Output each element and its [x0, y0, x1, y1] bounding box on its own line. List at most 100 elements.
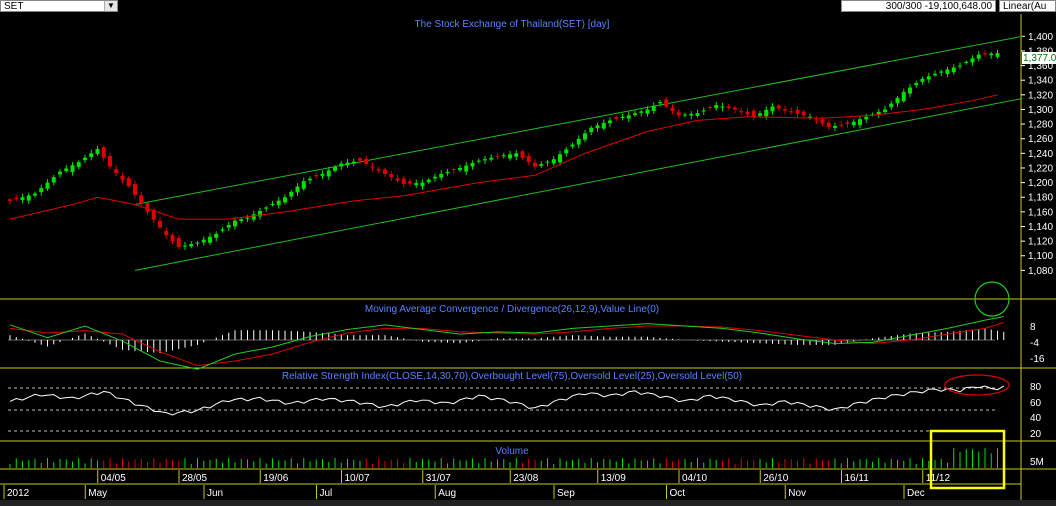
- candle-body: [883, 109, 887, 113]
- candle-body: [939, 71, 944, 73]
- candle-body: [658, 102, 662, 104]
- candle-body: [158, 220, 162, 228]
- candle-body: [195, 242, 200, 244]
- candle-body: [820, 119, 825, 124]
- rsi-chart-title: Relative Strength Index(CLOSE,14,30,70),…: [282, 371, 742, 382]
- candle-body: [989, 53, 994, 56]
- price-tick-label: 1,220: [1028, 163, 1053, 174]
- price-tick-label: 1,320: [1028, 90, 1053, 101]
- candle-body: [808, 116, 812, 118]
- chart-area[interactable]: The Stock Exchange of Thailand(SET) [day…: [0, 14, 1056, 506]
- candle-body: [51, 177, 56, 183]
- candle-body: [701, 110, 706, 112]
- candle-body: [514, 153, 519, 157]
- month-tick-label: Jun: [207, 488, 223, 499]
- candle-body: [326, 170, 331, 177]
- rsi-highlight-ellipse: [944, 374, 1010, 396]
- candle-body: [408, 181, 412, 184]
- candle-body: [270, 204, 275, 206]
- candle-body: [464, 165, 469, 172]
- candle-body: [495, 155, 500, 157]
- candle-body: [945, 69, 950, 74]
- candle-body: [858, 119, 862, 126]
- candle-body: [258, 210, 262, 217]
- candle-body: [539, 164, 544, 166]
- price-tick-label: 1,360: [1028, 61, 1053, 72]
- candle-body: [683, 114, 687, 116]
- candle-body: [708, 106, 712, 108]
- macd-chart-title: Moving Average Convergence / Divergence(…: [365, 304, 659, 315]
- candle-body: [345, 162, 350, 166]
- date-tick-label: 23/08: [513, 473, 538, 484]
- candle-body: [133, 184, 137, 195]
- macd-line: [9, 316, 1004, 370]
- candle-body: [976, 54, 981, 59]
- top-toolbar: SET ▼ 300/300 -19,100,648.00 Linear(Au: [0, 0, 1056, 13]
- candle-body: [120, 175, 125, 180]
- date-tick-label: 10/07: [345, 473, 370, 484]
- candle-body: [501, 155, 506, 157]
- date-tick-label: 16/11: [845, 473, 870, 484]
- macd-tick: -4: [1030, 338, 1039, 349]
- candle-body: [589, 127, 594, 133]
- channel-lower-line: [134, 97, 1023, 271]
- chevron-down-icon[interactable]: ▼: [104, 1, 117, 11]
- candle-body: [620, 117, 625, 119]
- candle-body: [958, 65, 962, 67]
- candle-body: [451, 169, 456, 171]
- volume-chart-title: Volume: [495, 446, 529, 457]
- candle-body: [489, 157, 494, 160]
- candle-body: [645, 109, 650, 114]
- candle-body: [420, 182, 425, 187]
- price-tick-label: 1,080: [1028, 266, 1053, 277]
- month-tick-label: 2012: [7, 488, 30, 499]
- candle-body: [920, 78, 925, 82]
- date-tick-label: 26/10: [763, 473, 788, 484]
- candle-body: [164, 230, 169, 236]
- candle-body: [383, 169, 387, 174]
- scale-mode-label: Linear(Au: [1003, 1, 1047, 12]
- candle-body: [433, 176, 437, 179]
- candle-body: [458, 167, 462, 171]
- price-tick-label: 1,380: [1028, 46, 1053, 57]
- rsi-tick: 60: [1030, 398, 1042, 409]
- candle-body: [145, 203, 150, 212]
- candlestick-series: [8, 49, 1000, 251]
- date-tick-label: 04/05: [101, 473, 126, 484]
- candle-body: [14, 197, 19, 200]
- candle-body: [426, 179, 431, 183]
- macd-highlight-circle: [974, 281, 1010, 317]
- bottom-scrollbar: [0, 500, 1056, 506]
- price-tick-label: 1,240: [1028, 149, 1053, 160]
- candle-body: [676, 112, 681, 116]
- candle-body: [726, 106, 731, 108]
- price-tick-label: 1,100: [1028, 251, 1053, 262]
- price-axis-ticks: 1,400 1,380 1,360 1,340 1,320 1,300 1,280 1,260…: [1021, 32, 1053, 277]
- rsi-series: [9, 385, 1005, 416]
- candle-body: [664, 99, 669, 107]
- price-tick-label: 1,340: [1028, 76, 1053, 87]
- trend-channel: [134, 35, 1023, 271]
- candle-body: [276, 200, 281, 205]
- price-tick-label: 1,120: [1028, 237, 1053, 248]
- candle-body: [95, 148, 100, 155]
- candle-body: [601, 122, 606, 129]
- candle-body: [370, 166, 375, 168]
- value-readout: -19,100,648.00: [924, 1, 992, 12]
- scale-mode-select[interactable]: Linear(Au: [999, 0, 1056, 12]
- status-readout: 300/300 -19,100,648.00: [841, 0, 996, 12]
- candle-body: [414, 183, 419, 186]
- candle-body: [770, 106, 775, 112]
- candle-body: [470, 163, 475, 167]
- candle-body: [233, 220, 237, 227]
- price-tick-label: 1,400: [1028, 32, 1053, 43]
- candle-body: [633, 113, 637, 116]
- month-tick-label: Jul: [320, 488, 333, 499]
- candle-body: [264, 207, 269, 209]
- macd-series: [8, 316, 1005, 370]
- candle-body: [33, 193, 37, 196]
- date-tick-label: 13/09: [601, 473, 626, 484]
- candle-body: [108, 156, 112, 167]
- symbol-select[interactable]: SET ▼: [0, 0, 118, 12]
- candle-body: [483, 159, 487, 161]
